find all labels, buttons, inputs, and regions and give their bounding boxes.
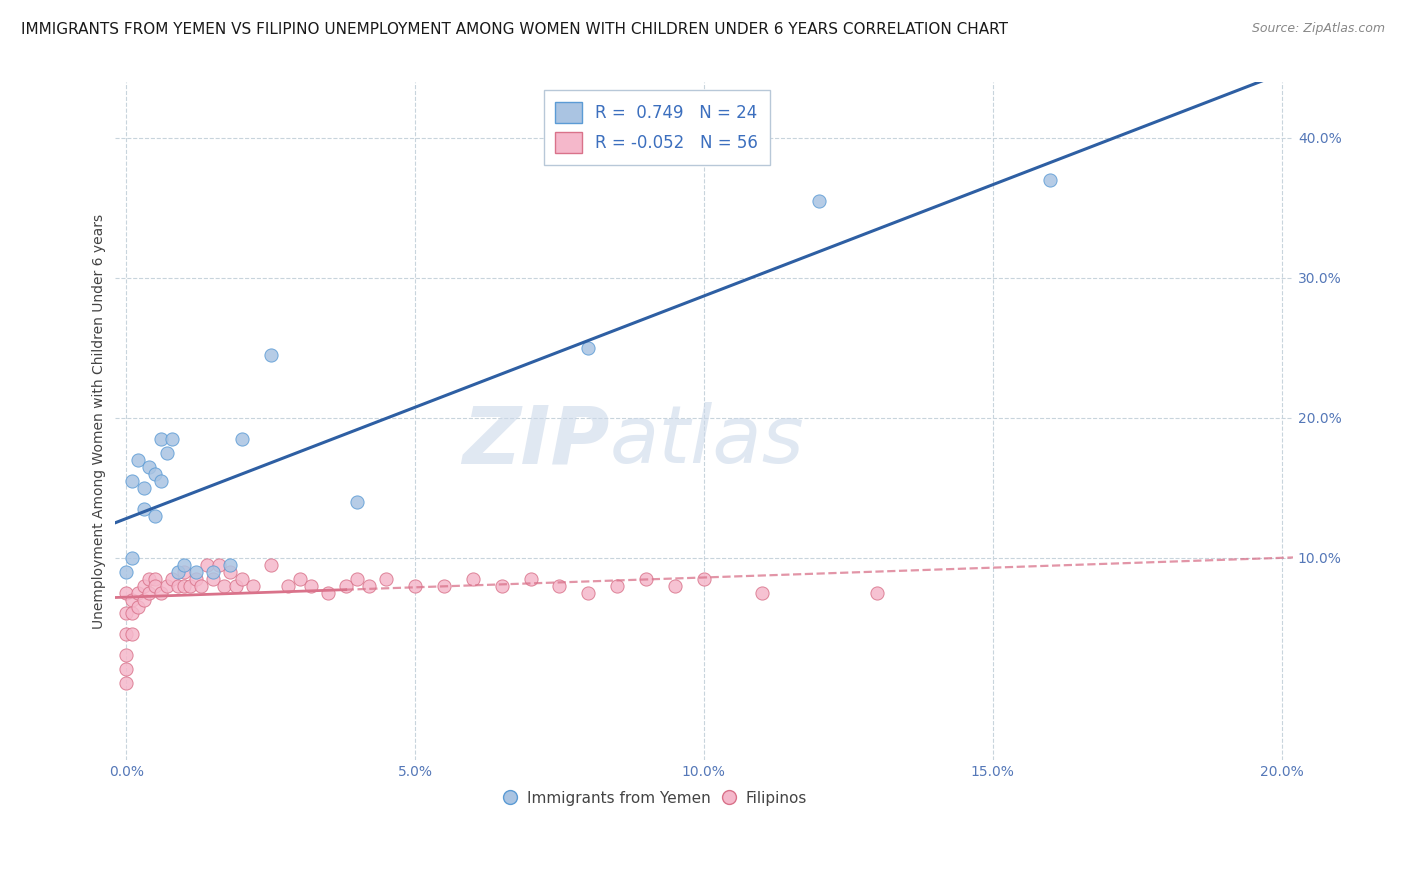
Point bbox=[173, 558, 195, 572]
Point bbox=[866, 585, 889, 599]
Point bbox=[184, 572, 207, 586]
Point bbox=[143, 572, 166, 586]
Text: atlas: atlas bbox=[610, 402, 804, 481]
Point bbox=[173, 578, 195, 592]
Point bbox=[138, 572, 160, 586]
Point bbox=[173, 565, 195, 579]
Point bbox=[219, 565, 242, 579]
Point bbox=[115, 676, 138, 690]
Text: Source: ZipAtlas.com: Source: ZipAtlas.com bbox=[1251, 22, 1385, 36]
Point bbox=[184, 565, 207, 579]
Point bbox=[167, 578, 190, 592]
Point bbox=[162, 432, 184, 446]
Point bbox=[606, 578, 628, 592]
Point bbox=[132, 501, 155, 516]
Point bbox=[132, 578, 155, 592]
Point bbox=[115, 663, 138, 677]
Point bbox=[636, 572, 658, 586]
Point bbox=[214, 578, 236, 592]
Point bbox=[231, 572, 253, 586]
Point bbox=[156, 445, 179, 459]
Point bbox=[121, 550, 143, 565]
Point bbox=[132, 592, 155, 607]
Point bbox=[751, 585, 773, 599]
Point bbox=[288, 572, 311, 586]
Point bbox=[461, 572, 484, 586]
Text: ZIP: ZIP bbox=[463, 402, 610, 481]
Point bbox=[138, 459, 160, 474]
Point bbox=[491, 578, 513, 592]
Point bbox=[219, 558, 242, 572]
Point bbox=[346, 494, 368, 508]
Point bbox=[259, 558, 281, 572]
Point bbox=[201, 565, 224, 579]
Point bbox=[121, 607, 143, 621]
Point bbox=[346, 572, 368, 586]
Point bbox=[225, 578, 247, 592]
Point bbox=[433, 578, 456, 592]
Point bbox=[664, 578, 686, 592]
Point bbox=[132, 481, 155, 495]
Point bbox=[167, 565, 190, 579]
Point bbox=[149, 585, 172, 599]
Point bbox=[143, 467, 166, 481]
Point bbox=[201, 572, 224, 586]
Point bbox=[335, 578, 357, 592]
Point bbox=[1039, 173, 1062, 187]
Point bbox=[143, 508, 166, 523]
Point bbox=[115, 648, 138, 663]
Point bbox=[318, 585, 340, 599]
Y-axis label: Unemployment Among Women with Children Under 6 years: Unemployment Among Women with Children U… bbox=[93, 213, 107, 629]
Point bbox=[149, 474, 172, 488]
Point bbox=[162, 572, 184, 586]
Point bbox=[299, 578, 322, 592]
Point bbox=[121, 474, 143, 488]
Point bbox=[115, 607, 138, 621]
Point bbox=[115, 585, 138, 599]
Point bbox=[149, 432, 172, 446]
Point bbox=[693, 572, 716, 586]
Point bbox=[808, 194, 831, 208]
Legend: Immigrants from Yemen, Filipinos: Immigrants from Yemen, Filipinos bbox=[499, 782, 814, 814]
Point bbox=[138, 585, 160, 599]
Point bbox=[519, 572, 541, 586]
Point bbox=[190, 578, 212, 592]
Point bbox=[576, 585, 599, 599]
Point bbox=[121, 592, 143, 607]
Point bbox=[127, 452, 149, 467]
Point bbox=[208, 558, 231, 572]
Point bbox=[115, 565, 138, 579]
Text: IMMIGRANTS FROM YEMEN VS FILIPINO UNEMPLOYMENT AMONG WOMEN WITH CHILDREN UNDER 6: IMMIGRANTS FROM YEMEN VS FILIPINO UNEMPL… bbox=[21, 22, 1008, 37]
Point bbox=[277, 578, 299, 592]
Point bbox=[179, 578, 201, 592]
Point bbox=[404, 578, 426, 592]
Point bbox=[242, 578, 264, 592]
Point bbox=[357, 578, 380, 592]
Point bbox=[576, 341, 599, 355]
Point bbox=[231, 432, 253, 446]
Point bbox=[127, 599, 149, 614]
Point bbox=[195, 558, 218, 572]
Point bbox=[127, 585, 149, 599]
Point bbox=[548, 578, 571, 592]
Point bbox=[121, 627, 143, 641]
Point bbox=[259, 348, 281, 362]
Point bbox=[156, 578, 179, 592]
Point bbox=[143, 578, 166, 592]
Point bbox=[115, 627, 138, 641]
Point bbox=[375, 572, 398, 586]
